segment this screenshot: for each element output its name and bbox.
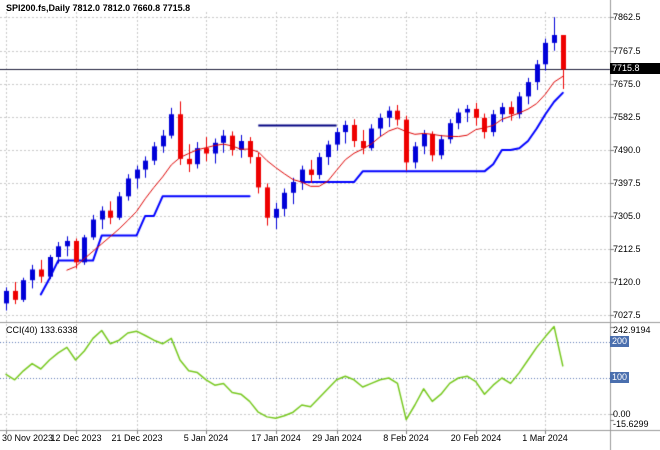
price-axis-label: 7397.5 (613, 178, 641, 188)
time-axis-label: 8 Feb 2024 (383, 433, 429, 443)
time-axis[interactable]: 30 Nov 2023 12 Dec 2023 21 Dec 2023 5 Jan 2… (0, 430, 610, 450)
time-axis-label: 29 Jan 2024 (312, 433, 362, 443)
time-axis-label: 1 Mar 2024 (522, 433, 568, 443)
indicator-label: CCI(40) 133.6338 (6, 325, 78, 335)
time-axis-label: 5 Jan 2024 (183, 433, 229, 443)
price-axis-label: 7212.5 (613, 244, 641, 254)
time-axis-label: 21 Dec 2023 (111, 433, 163, 443)
cci-level-tag: 200 (610, 336, 630, 347)
price-axis-label: 7582.5 (613, 112, 641, 122)
price-axis-label: 7120.0 (613, 277, 641, 287)
time-axis-label: 12 Dec 2023 (50, 433, 102, 443)
current-price-tag: 7715.8 (610, 63, 660, 74)
time-axis-label: 17 Jan 2024 (251, 433, 301, 443)
price-axis-label: 7767.5 (613, 46, 641, 56)
cci-axis-label: 0.00 (613, 409, 631, 419)
price-axis[interactable]: 7862.5 7767.5 7675.0 7582.5 7490.0 7397.5 7305… (610, 0, 660, 322)
chart-title: SPI200.fs,Daily 7812.0 7812.0 7660.8 771… (6, 3, 191, 13)
cci-axis-label: -15.6299 (613, 419, 649, 429)
cci-level-tag: 100 (610, 372, 630, 383)
time-axis-label: 20 Feb 2024 (450, 433, 502, 443)
cci-axis-label: 242.9194 (613, 325, 651, 335)
time-axis-label: 30 Nov 2023 (2, 433, 54, 443)
price-axis-label: 7305.0 (613, 211, 641, 221)
price-axis-label: 7027.5 (613, 310, 641, 320)
indicator-axis[interactable]: 242.9194 200 100 0.00 -15.6299 (610, 322, 660, 430)
price-axis-label: 7675.0 (613, 79, 641, 89)
price-axis-label: 7490.0 (613, 145, 641, 155)
price-axis-label: 7862.5 (613, 12, 641, 22)
